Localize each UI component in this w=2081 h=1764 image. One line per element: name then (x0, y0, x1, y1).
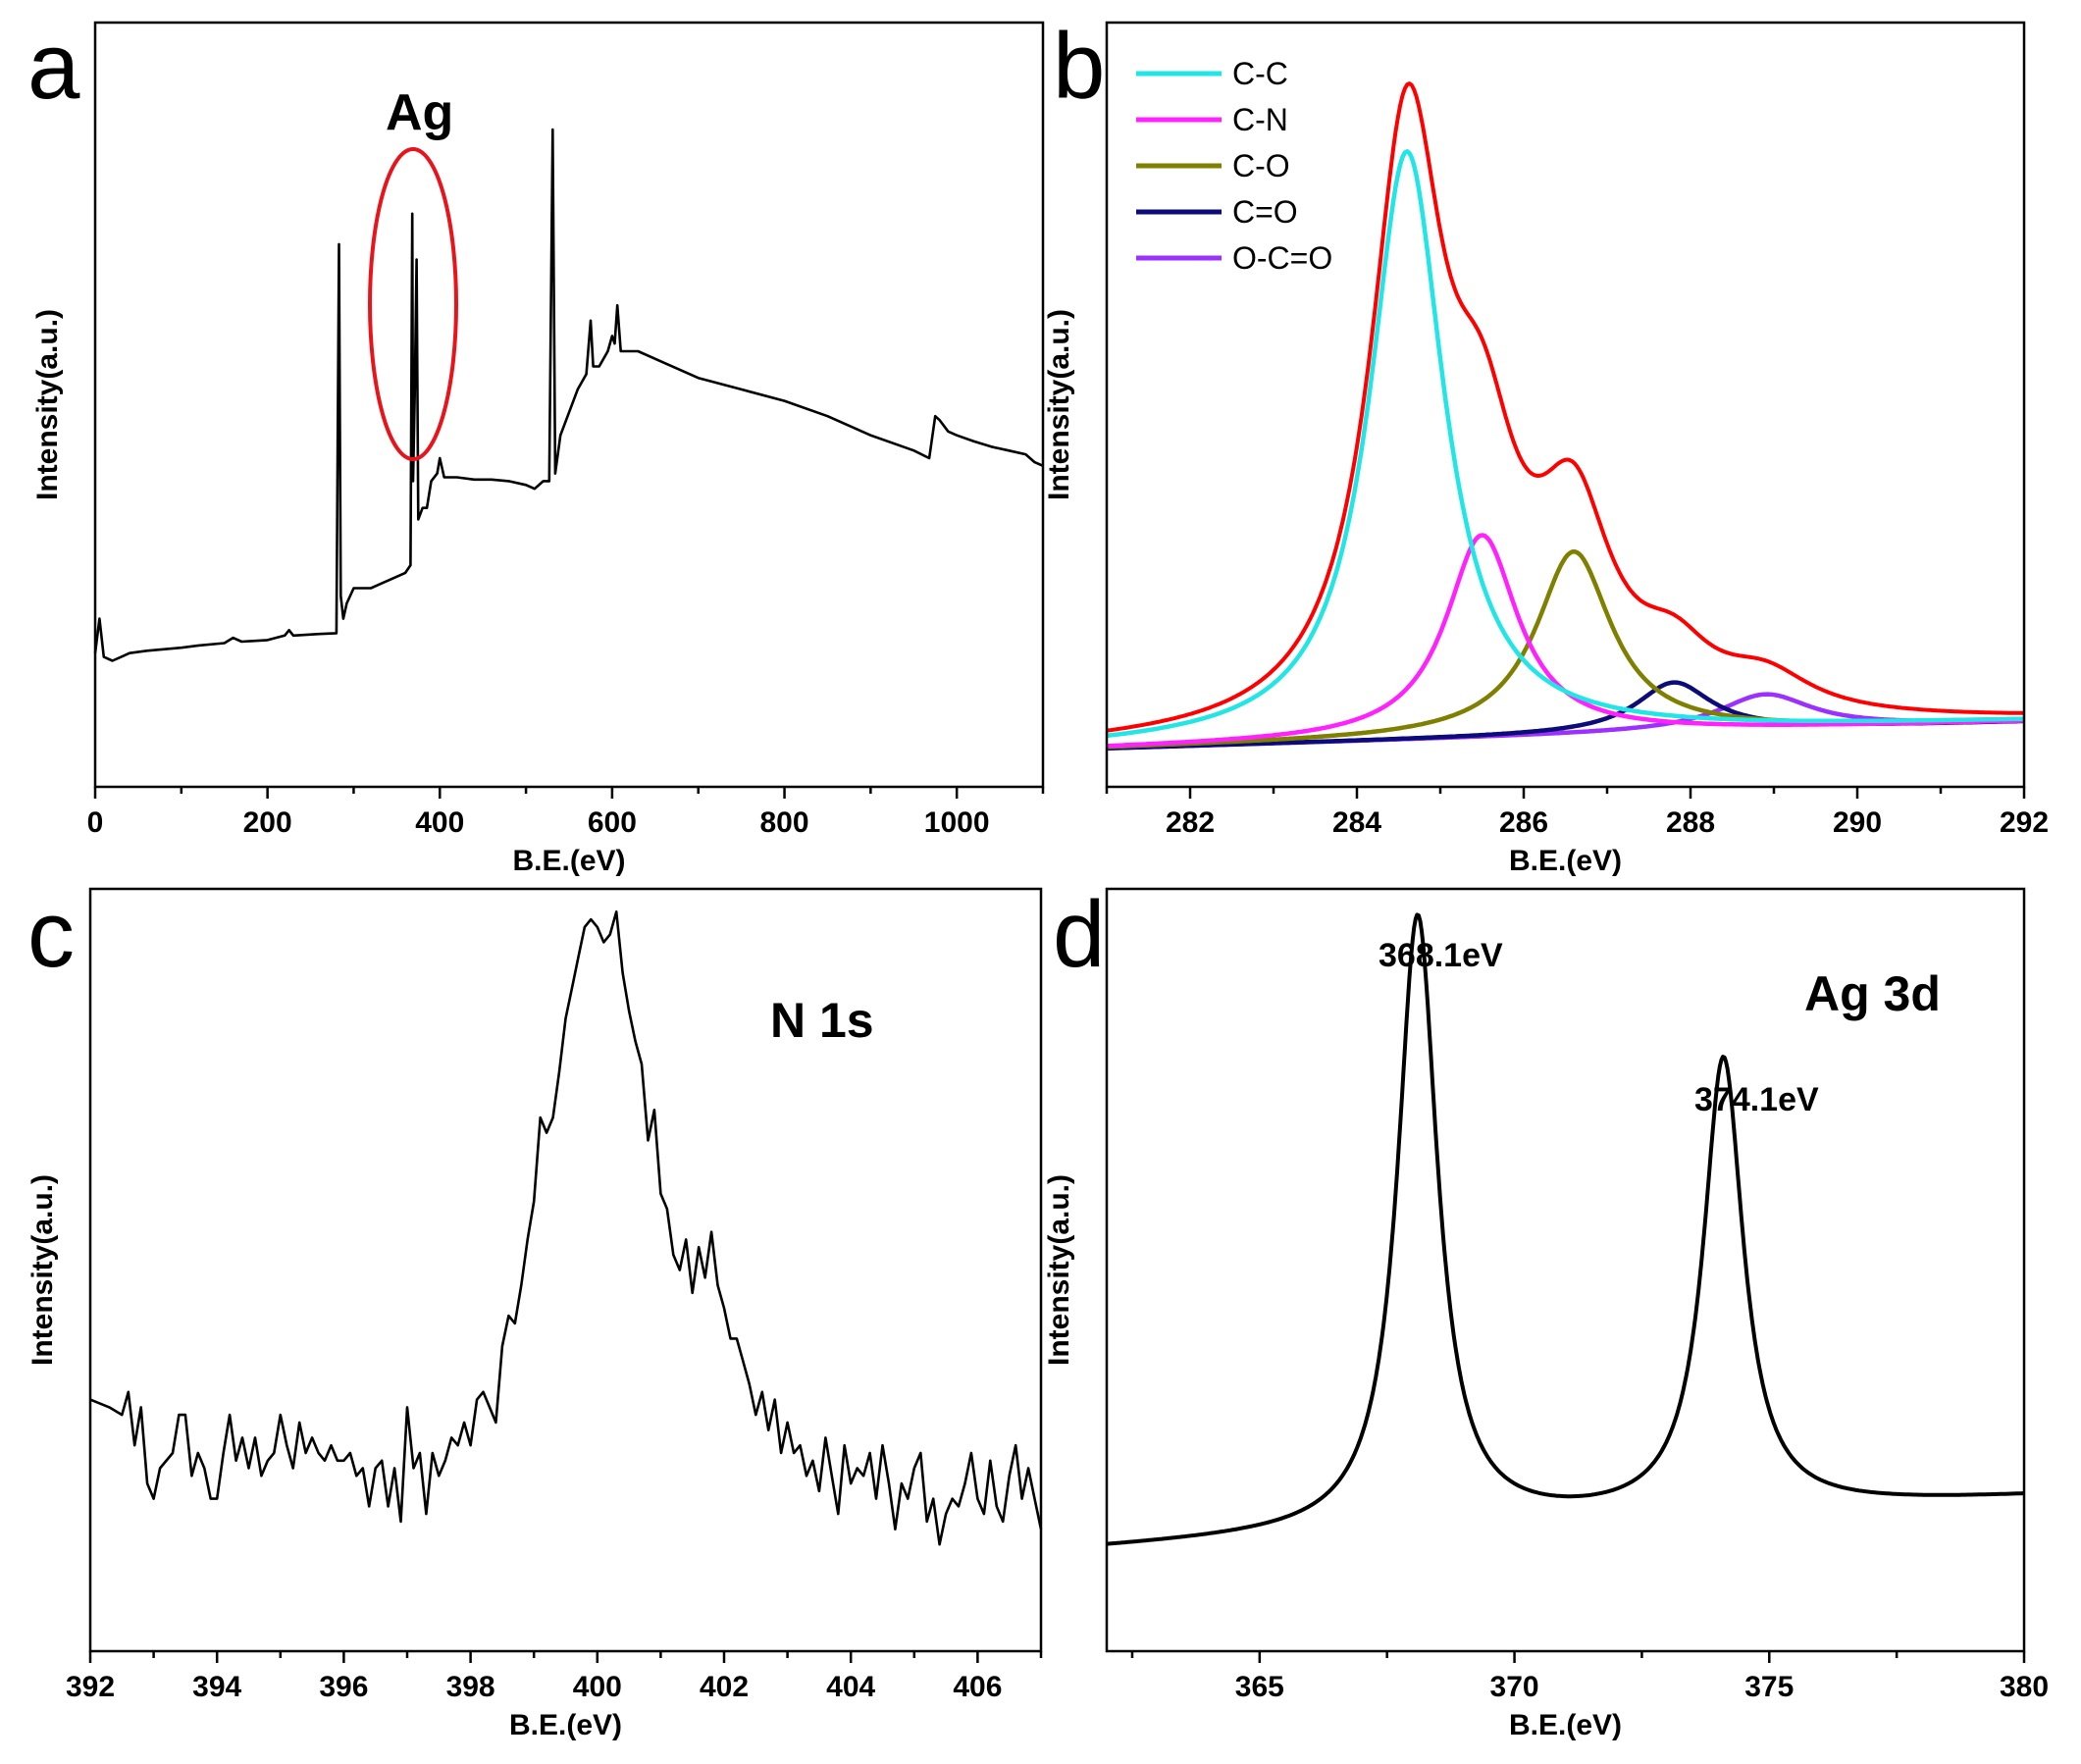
panel-d-ylabel: Intensity(a.u.) (1043, 1174, 1075, 1366)
panel-c-frame (88, 887, 1043, 1653)
x-tick-label: 284 (1332, 806, 1381, 839)
legend-label: C=O (1232, 194, 1298, 230)
x-tick-label: 286 (1499, 806, 1548, 839)
ag-label: Ag (386, 84, 453, 141)
legend-label: C-N (1232, 102, 1288, 137)
panel-d-ticks (1130, 1651, 2026, 1663)
panel-d-ag3d-line (1106, 912, 2025, 1546)
peak-label-374: 374.1eV (1694, 1081, 1819, 1118)
x-tick-label: 290 (1833, 806, 1882, 839)
panel-b-frame (1105, 21, 2026, 789)
x-tick-label: 394 (192, 1671, 241, 1703)
panel-b-tick-labels: 282 284 286 288 290 292 (1166, 806, 2049, 839)
x-tick-label: 282 (1166, 806, 1215, 839)
x-tick-label: 1000 (924, 806, 990, 839)
peak-label-368: 368.1eV (1379, 937, 1503, 974)
n1s-label: N 1s (770, 993, 874, 1048)
x-tick-label: 288 (1666, 806, 1715, 839)
curve-c-n (1106, 533, 2025, 749)
legend-label: O-C=O (1232, 240, 1332, 276)
x-tick-label: 380 (2000, 1671, 2049, 1703)
x-tick-label: 392 (66, 1671, 115, 1703)
panel-letter-d: d (1053, 882, 1105, 987)
panel-c-ylabel: Intensity(a.u.) (26, 1174, 59, 1366)
x-tick-label: 406 (953, 1671, 1002, 1703)
panel-c-n1s-chart: 392 394 396 398 400 402 404 406 N 1s B.E.(eV) I… (26, 887, 1043, 1741)
panel-c-n1s-line (89, 910, 1043, 1546)
panel-letter-c: c (27, 882, 75, 987)
ag3d-label: Ag 3d (1804, 966, 1941, 1021)
panel-d-ag3d-chart: 365 370 375 380 Ag 3d 368.1eV 374.1eV B.E.(… (1043, 887, 2049, 1741)
x-tick-label: 0 (87, 806, 104, 839)
panel-c-xlabel: B.E.(eV) (509, 1709, 622, 1741)
x-tick-label: 292 (2000, 806, 2049, 839)
x-tick-label: 404 (826, 1671, 875, 1703)
x-tick-label: 800 (760, 806, 809, 839)
x-tick-label: 600 (588, 806, 637, 839)
x-tick-label: 402 (700, 1671, 749, 1703)
x-tick-label: 398 (446, 1671, 495, 1703)
x-tick-label: 396 (319, 1671, 368, 1703)
panel-b-ylabel: Intensity(a.u.) (1043, 309, 1075, 500)
panel-d-xlabel: B.E.(eV) (1509, 1709, 1622, 1741)
curve-envelope (1106, 81, 2025, 733)
x-tick-label: 365 (1235, 1671, 1284, 1703)
x-tick-label: 400 (573, 1671, 622, 1703)
panel-c-ticks (88, 1651, 1043, 1663)
panel-a-survey-line (93, 128, 1044, 662)
legend-label: C-O (1232, 148, 1290, 183)
panel-a-survey-chart: 0 200 400 600 800 1000 Ag B.E.(eV) Intensity(… (31, 21, 1045, 877)
panel-b-c1s-chart: 282 284 286 288 290 292 C-C C-N C-O C=O O-C=O B.E… (1043, 21, 2049, 877)
x-tick-label: 370 (1490, 1671, 1539, 1703)
panel-b-curves (1106, 81, 2025, 752)
ag-highlight-ellipse (368, 147, 458, 461)
panel-a-frame (93, 21, 1045, 789)
panel-d-tick-labels: 365 370 375 380 (1235, 1671, 2049, 1703)
x-tick-label: 375 (1744, 1671, 1794, 1703)
legend-label: C-C (1232, 56, 1288, 91)
panel-a-ticks (93, 787, 1045, 799)
x-tick-label: 400 (415, 806, 464, 839)
panel-letter-a: a (27, 14, 80, 119)
panel-letter-b: b (1053, 14, 1105, 119)
panel-d-frame (1105, 887, 2026, 1653)
panel-a-tick-labels: 0 200 400 600 800 1000 (87, 806, 990, 839)
panel-a-xlabel: B.E.(eV) (512, 845, 625, 877)
x-tick-label: 200 (243, 806, 292, 839)
panel-b-legend: C-C C-N C-O C=O O-C=O (1136, 56, 1332, 276)
panel-b-ticks (1105, 787, 2026, 799)
curve-c-c (1106, 149, 2025, 739)
panel-b-xlabel: B.E.(eV) (1509, 845, 1622, 877)
panel-a-ylabel: Intensity(a.u.) (31, 309, 64, 500)
panel-c-tick-labels: 392 394 396 398 400 402 404 406 (66, 1671, 1002, 1703)
